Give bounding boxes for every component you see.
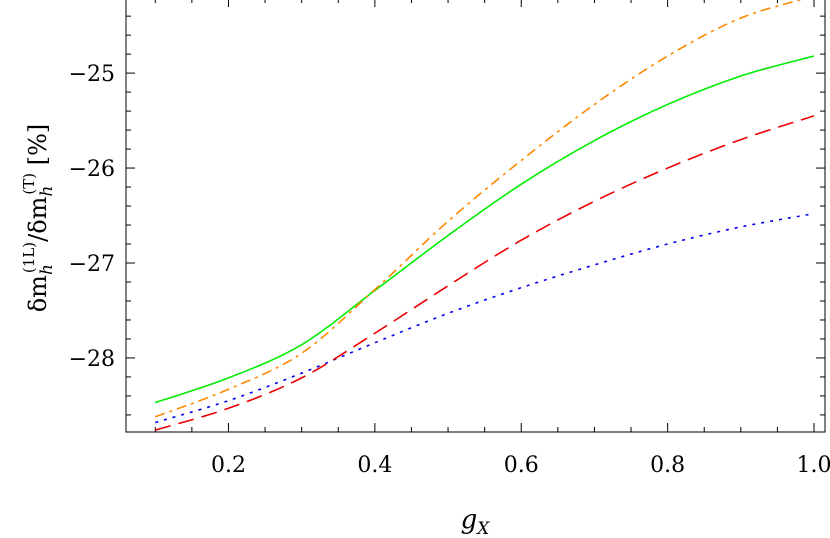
series-line-1 (155, 212, 815, 424)
y-tick-label: −27 (69, 252, 115, 277)
series-group (154, 0, 815, 431)
x-tick-label: 0.2 (211, 453, 246, 478)
x-axis-title: gX (461, 505, 491, 538)
plot-border (125, 0, 826, 433)
x-tick-label: 0.8 (650, 453, 685, 478)
y-tick-label: −25 (69, 62, 115, 87)
y-tick-label: −26 (69, 157, 115, 182)
series-line-2 (155, 115, 815, 431)
y-tick-label: −28 (69, 347, 115, 372)
axis-titles: gX δmh(1L)/δmh(T) [%] (20, 124, 490, 538)
series-line-3 (155, 55, 815, 404)
y-axis-title: δmh(1L)/δmh(T) [%] (20, 124, 57, 313)
x-tick-label: 0.6 (504, 453, 539, 478)
axis-ticks (126, 0, 825, 432)
tick-labels: 0.2 0.4 0.6 0.8 1.0 −28 −27 −26 −25 (69, 62, 830, 478)
x-tick-label: 1.0 (797, 453, 830, 478)
series-line-4 (154, 0, 804, 418)
plot-frame (125, 0, 826, 433)
x-tick-label: 0.4 (357, 453, 392, 478)
